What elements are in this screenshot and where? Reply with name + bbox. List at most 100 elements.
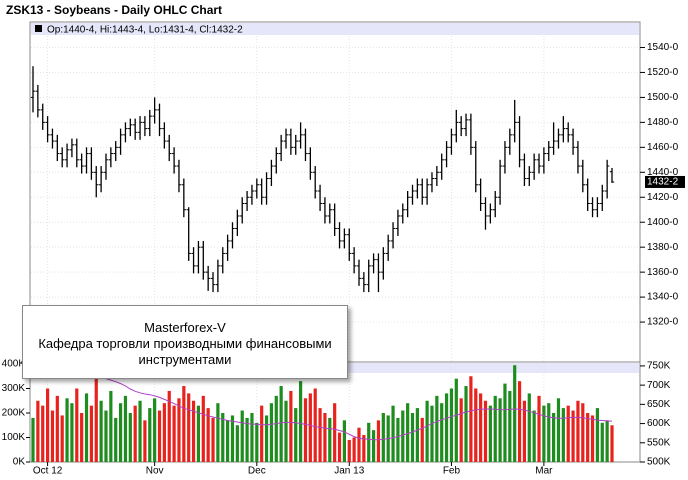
volume-bar [313, 388, 317, 462]
y-tick-label: 1500-0 [647, 92, 679, 103]
volume-bar [406, 403, 410, 462]
volume-bar [182, 386, 186, 462]
volume-bar [449, 388, 454, 462]
volume-bar [586, 413, 590, 462]
info-marker [35, 25, 42, 32]
volume-bar [133, 405, 137, 462]
volume-bar [201, 395, 205, 462]
x-tick-label: Oct 12 [33, 466, 63, 477]
y-tick-label: 1420-0 [647, 192, 679, 203]
last-price-tag [645, 175, 685, 188]
volume-bar [371, 430, 376, 462]
volume-bar [70, 403, 74, 462]
volume-bar [342, 420, 346, 462]
volume-bar [547, 403, 551, 462]
volume-bar [138, 400, 142, 462]
volume-bar [435, 395, 439, 462]
volume-bar [36, 400, 40, 462]
volume-bar [221, 413, 225, 462]
volume-bar [274, 395, 278, 462]
volume-bar [474, 388, 478, 462]
volume-bar [571, 410, 575, 462]
volume-bar [216, 403, 220, 462]
volume-bar [60, 415, 64, 462]
volume-bar [143, 420, 147, 462]
watermark-text: Кафедра торговли производными финансовым… [38, 336, 332, 367]
volume-bar [357, 427, 361, 462]
volume-bar [595, 408, 600, 462]
volume-bar [605, 420, 609, 462]
volume-bar [576, 400, 580, 462]
volume-bar [84, 393, 89, 462]
volume-bar [172, 405, 176, 462]
volume-bar [206, 408, 210, 462]
volume-bar [269, 403, 274, 462]
y-tick-label: 1340-0 [647, 292, 679, 303]
volume-bar [542, 405, 546, 462]
volume-bar [483, 400, 488, 462]
volume-tick-label: 400K [2, 359, 26, 370]
y-tick-label: 1440-0 [647, 167, 679, 178]
volume-tick-label: 100K [2, 432, 26, 443]
volume-bar [425, 400, 429, 462]
volume-bar [41, 405, 45, 462]
volume-bar [479, 393, 483, 462]
y-tick-label: 1400-0 [647, 217, 679, 228]
volume-tick-label: 300K [2, 383, 26, 394]
volume-bar [123, 395, 128, 462]
y-tick-label: 1540-0 [647, 42, 679, 53]
plot-frame [29, 21, 641, 463]
volume-bar [318, 408, 322, 462]
volume-bar [328, 417, 332, 462]
volume-bar [498, 398, 502, 462]
volume-tick-label: 200K [2, 408, 26, 419]
y-tick-label: 1320-0 [647, 317, 679, 328]
volume-bar [75, 388, 79, 462]
y-tick-label: 1480-0 [647, 117, 679, 128]
volume-bar [391, 405, 395, 462]
volume-bar [230, 415, 235, 462]
y2-tick-label: 500K [647, 457, 671, 468]
volume-bar [94, 368, 98, 462]
y2-tick-label: 550K [647, 437, 671, 448]
x-tick-label: Feb [443, 466, 461, 477]
volume-bar [381, 413, 385, 462]
volume-bar [513, 365, 517, 462]
volume-bar [45, 388, 50, 462]
y-tick-label: 1460-0 [647, 142, 679, 153]
volume-bar [226, 420, 230, 462]
volume-bar [279, 386, 283, 462]
volume-bar [240, 410, 244, 462]
y-tick-label: 1520-0 [647, 67, 679, 78]
volume-bar [367, 422, 371, 462]
volume-bar [552, 413, 556, 462]
y-tick-label: 1360-0 [647, 267, 679, 278]
volume-bar [128, 413, 132, 462]
volume-bar [430, 405, 434, 462]
x-tick-label: Mar [535, 466, 553, 477]
volume-bar [362, 435, 366, 462]
volume-bar [162, 403, 166, 462]
volume-bar [517, 381, 522, 462]
volume-bar [167, 390, 171, 462]
volume-tick-label: 0K [13, 457, 26, 468]
volume-bar [347, 439, 351, 462]
volume-bar [415, 408, 419, 462]
volume-bar [191, 400, 196, 462]
volume-bar [55, 395, 59, 462]
volume-bar [89, 405, 93, 462]
volume-bar [333, 403, 337, 462]
volume-bar [177, 398, 181, 462]
volume-bar [566, 405, 570, 462]
volume-bar [610, 425, 614, 462]
volume-bar [459, 398, 463, 462]
y2-tick-label: 650K [647, 399, 671, 410]
y-tick-label: 1380-0 [647, 242, 679, 253]
volume-bar [264, 415, 269, 462]
volume-bar [376, 420, 381, 462]
last-price-label: 1432-2 [647, 177, 679, 188]
volume-bar [153, 398, 157, 462]
volume-bar [299, 381, 303, 462]
volume-bar [31, 417, 35, 462]
